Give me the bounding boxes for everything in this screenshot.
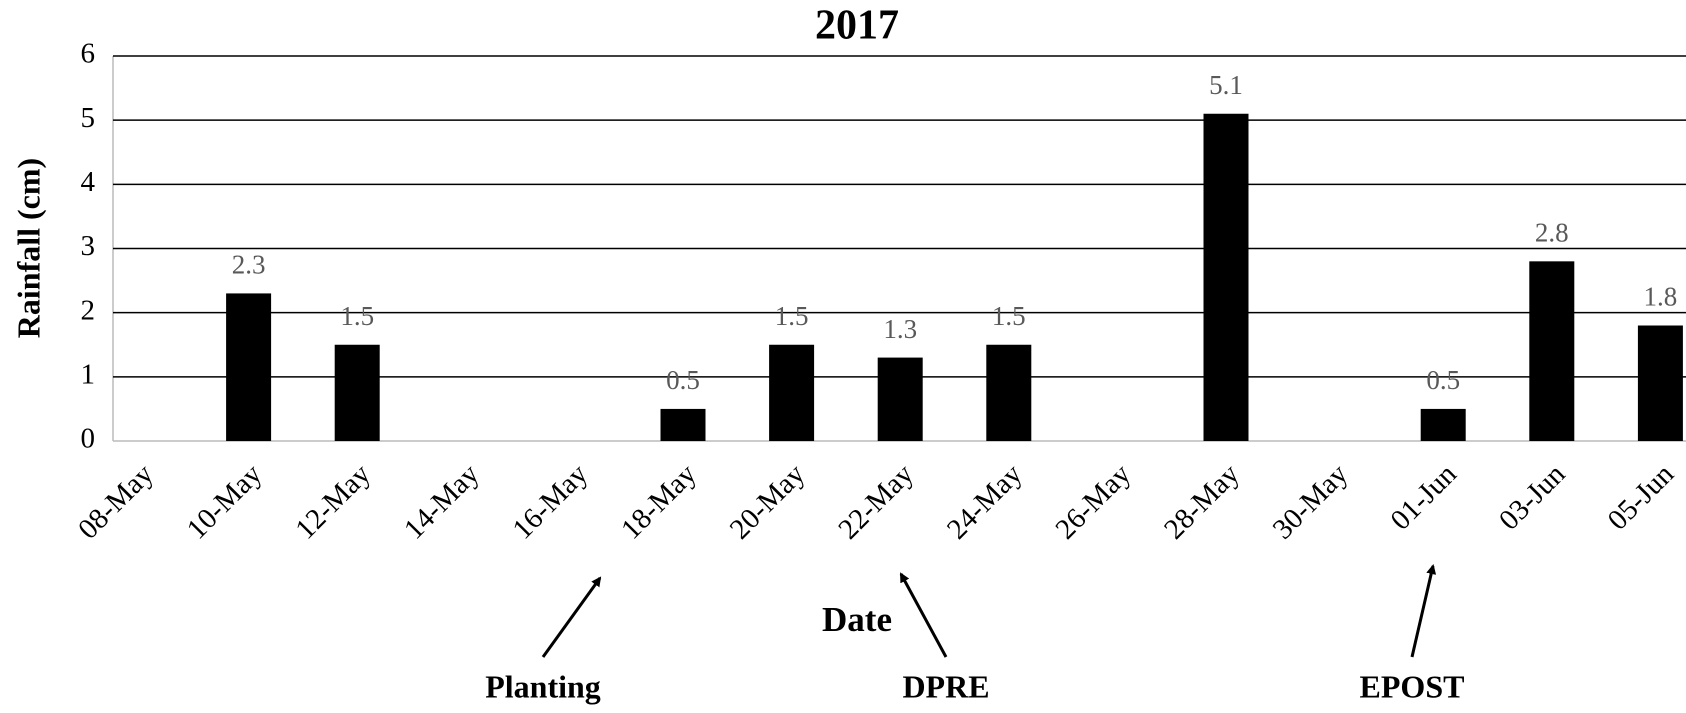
bar (1529, 261, 1575, 441)
data-label: 0.5 (666, 365, 700, 395)
y-tick-label: 1 (81, 358, 96, 390)
data-label: 1.5 (992, 301, 1026, 331)
annotation: EPOST (1360, 668, 1465, 704)
y-tick-label: 6 (81, 38, 96, 70)
data-label: 1.3 (883, 314, 917, 344)
x-tick-label: 16-May (506, 458, 594, 546)
bar (877, 357, 923, 441)
y-axis-label: Rainfall (cm) (10, 158, 46, 338)
annotation: Planting (485, 668, 601, 704)
bar (1203, 113, 1249, 441)
bar (986, 344, 1032, 441)
x-tick-label: 05-Jun (1602, 458, 1681, 537)
data-label: 1.5 (775, 301, 809, 331)
x-tick-label: 03-Jun (1493, 458, 1572, 537)
y-tick-label: 2 (81, 294, 96, 326)
x-tick-label: 01-Jun (1384, 458, 1463, 537)
x-tick-label: 12-May (289, 458, 377, 546)
x-tick-label: 22-May (832, 458, 920, 546)
chart-title: 2017 (815, 3, 899, 49)
annotation-arrow (1410, 564, 1437, 658)
y-tick-label: 0 (81, 423, 96, 455)
x-tick-label: 08-May (72, 458, 160, 546)
x-tick-label: 10-May (181, 458, 269, 546)
bar (1420, 408, 1466, 441)
bar (769, 344, 815, 441)
annotation-arrow (541, 576, 602, 658)
data-label: 1.5 (340, 301, 374, 331)
bar (226, 293, 272, 441)
data-label: 2.8 (1535, 218, 1569, 248)
data-label: 5.1 (1209, 70, 1243, 100)
data-label: 0.5 (1426, 365, 1460, 395)
x-tick-label: 28-May (1158, 458, 1246, 546)
y-tick-label: 4 (81, 166, 96, 198)
bar (1637, 325, 1683, 441)
x-tick-label: 26-May (1049, 458, 1137, 546)
x-tick-label: 24-May (941, 458, 1029, 546)
bar (660, 408, 706, 441)
x-tick-label: 20-May (724, 458, 812, 546)
y-tick-label: 3 (81, 230, 96, 262)
x-axis-label: Date (822, 600, 892, 639)
x-tick-label: 30-May (1267, 458, 1355, 546)
x-tick-label: 18-May (615, 458, 703, 546)
annotation: DPRE (902, 668, 989, 704)
bar (334, 344, 380, 441)
data-label: 2.3 (232, 250, 266, 280)
y-tick-label: 5 (81, 102, 96, 134)
data-label: 1.8 (1644, 282, 1678, 312)
x-tick-label: 14-May (398, 458, 486, 546)
annotation-arrow (899, 572, 948, 658)
